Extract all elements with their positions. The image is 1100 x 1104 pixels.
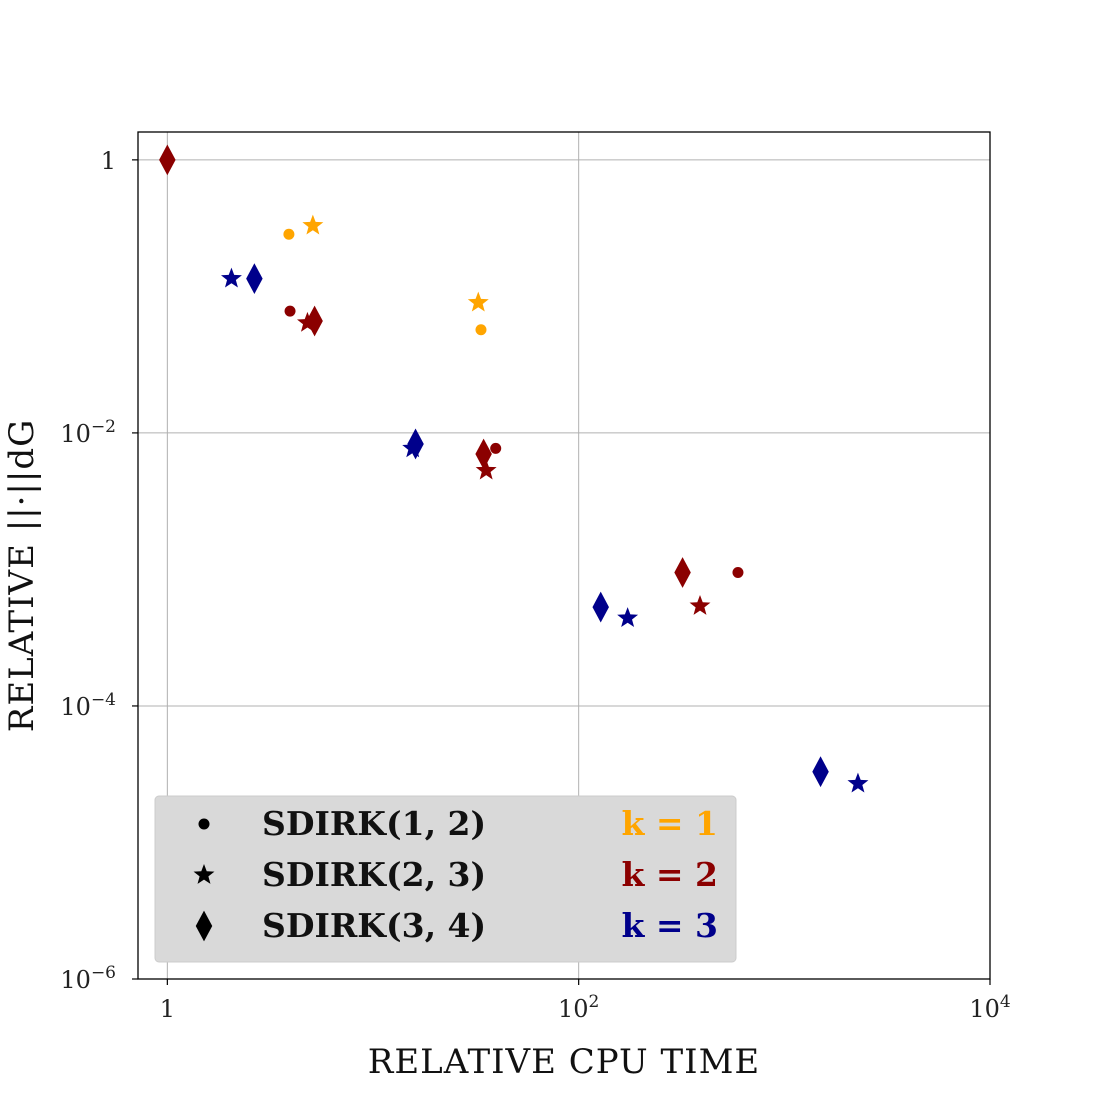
legend-k-label: k = 3 <box>622 906 718 945</box>
legend-label: SDIRK(3, 4) <box>262 906 486 945</box>
tick-layer: 1 102 104 1 10−2 10−4 10−6 <box>60 147 1010 1023</box>
data-point-k3-star <box>847 772 869 793</box>
legend-k-label: k = 1 <box>622 804 718 843</box>
x-tick-label: 102 <box>558 992 599 1023</box>
y-axis-label: RELATIVE ||·||dG <box>2 419 42 733</box>
data-point-k1-star <box>467 291 489 312</box>
data-point-k2-diamond <box>475 438 492 470</box>
marks-layer <box>159 144 869 793</box>
data-point-k3-diamond <box>246 263 263 294</box>
y-tick-label: 10−4 <box>60 690 116 721</box>
data-point-k1-star <box>302 214 324 235</box>
y-tick-label: 10−2 <box>60 417 116 448</box>
data-point-k3-diamond <box>812 756 829 788</box>
data-point-k3-star <box>221 267 242 288</box>
legend-label: SDIRK(2, 3) <box>262 855 486 894</box>
data-point-k2-star <box>689 594 711 615</box>
plot-frame <box>137 131 991 980</box>
x-tick-label: 1 <box>160 995 175 1023</box>
data-point-k2-circle <box>490 442 502 454</box>
legend-label: SDIRK(1, 2) <box>262 804 486 843</box>
legend-marker-circle <box>198 818 210 830</box>
data-point-k2-diamond <box>159 144 176 176</box>
data-point-k2-circle <box>732 566 744 578</box>
data-point-k3-star <box>617 607 639 628</box>
data-point-k2-star <box>475 459 497 480</box>
legend-marker-star <box>193 864 215 884</box>
legend: SDIRK(1, 2) SDIRK(2, 3) SDIRK(3, 4) k = 1 k … <box>154 795 737 963</box>
data-point-k1-circle <box>283 228 295 240</box>
x-tick-label: 104 <box>969 992 1010 1023</box>
data-point-k2-diamond <box>674 557 691 588</box>
y-tick-label: 1 <box>101 147 116 175</box>
x-axis-label: RELATIVE CPU TIME <box>368 1042 760 1082</box>
legend-k-label: k = 2 <box>622 855 718 894</box>
legend-marker-diamond <box>195 910 213 942</box>
y-tick-label: 10−6 <box>60 963 116 994</box>
legend-box <box>154 795 737 963</box>
data-point-k1-circle <box>475 324 487 336</box>
data-point-k2-diamond <box>306 305 323 337</box>
data-point-k2-circle <box>284 305 296 317</box>
data-point-k3-diamond <box>592 591 609 623</box>
data-point-k3-diamond <box>407 428 424 460</box>
